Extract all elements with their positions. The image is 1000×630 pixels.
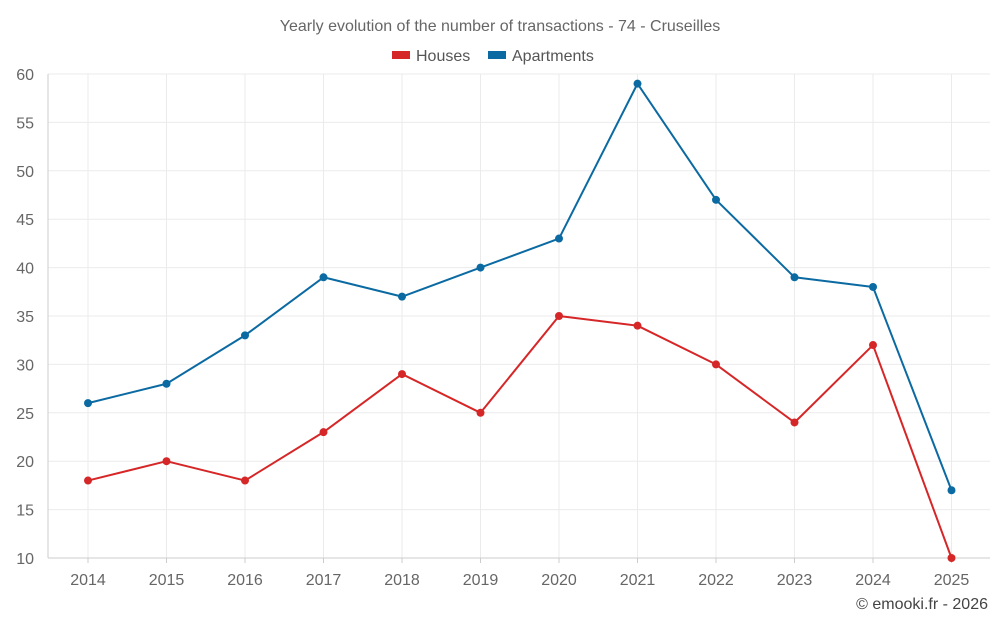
chart-title: Yearly evolution of the number of transa…: [280, 18, 721, 35]
y-tick-label: 60: [16, 67, 34, 84]
data-point-houses[interactable]: [790, 418, 799, 427]
series: [84, 79, 956, 562]
x-tick-label: 2014: [70, 572, 106, 589]
grid: [48, 73, 990, 559]
data-point-houses[interactable]: [84, 476, 92, 485]
x-tick-label: 2023: [777, 572, 813, 589]
data-point-houses[interactable]: [476, 408, 485, 417]
series-line-apartments[interactable]: [87, 82, 953, 491]
legend-swatch-apartments[interactable]: [488, 51, 506, 59]
data-point-houses[interactable]: [947, 554, 956, 562]
legend-label-apartments[interactable]: Apartments: [512, 48, 594, 65]
x-tick-label: 2018: [384, 572, 420, 589]
x-tick-label: 2015: [149, 572, 185, 589]
x-tick-label: 2024: [855, 572, 891, 589]
y-tick-label: 20: [16, 454, 34, 471]
data-point-apartments[interactable]: [712, 195, 720, 204]
data-point-apartments[interactable]: [947, 486, 956, 495]
x-tick-label: 2025: [934, 572, 970, 589]
data-point-apartments[interactable]: [319, 273, 328, 282]
data-point-apartments[interactable]: [790, 273, 799, 282]
data-point-apartments[interactable]: [398, 292, 406, 301]
data-point-apartments[interactable]: [633, 79, 642, 88]
x-tick-label: 2021: [620, 572, 656, 589]
y-tick-label: 45: [16, 212, 34, 229]
x-tick-label: 2019: [463, 572, 499, 589]
data-point-apartments[interactable]: [84, 399, 92, 408]
x-tick-label: 2022: [698, 572, 734, 589]
legend-swatch-houses[interactable]: [392, 51, 410, 59]
series-line-houses[interactable]: [87, 315, 953, 559]
data-point-houses[interactable]: [241, 476, 249, 485]
data-point-apartments[interactable]: [241, 331, 249, 340]
y-tick-label: 25: [16, 406, 34, 423]
data-point-houses[interactable]: [869, 341, 877, 350]
data-point-apartments[interactable]: [162, 379, 171, 388]
data-point-apartments[interactable]: [476, 263, 485, 272]
legend-label-houses[interactable]: Houses: [416, 48, 470, 65]
y-tick-label: 30: [16, 357, 34, 374]
x-tick-label: 2016: [227, 572, 263, 589]
data-point-houses[interactable]: [555, 312, 563, 320]
data-point-houses[interactable]: [319, 428, 328, 437]
y-tick-label: 55: [16, 115, 34, 132]
x-tick-label: 2020: [541, 572, 577, 589]
legend[interactable]: Houses Apartments: [392, 48, 594, 65]
y-tick-label: 15: [16, 503, 34, 520]
data-point-houses[interactable]: [162, 457, 171, 466]
y-tick-label: 50: [16, 164, 34, 181]
data-point-houses[interactable]: [712, 360, 720, 369]
data-point-apartments[interactable]: [555, 234, 563, 243]
y-tick-label: 35: [16, 309, 34, 326]
y-tick-label: 10: [16, 551, 34, 568]
data-point-apartments[interactable]: [869, 282, 877, 291]
credit-text: © emooki.fr - 2026: [856, 596, 988, 613]
y-tick-label: 40: [16, 261, 34, 278]
data-point-houses[interactable]: [633, 321, 642, 330]
data-point-houses[interactable]: [398, 370, 406, 379]
x-tick-label: 2017: [306, 572, 342, 589]
